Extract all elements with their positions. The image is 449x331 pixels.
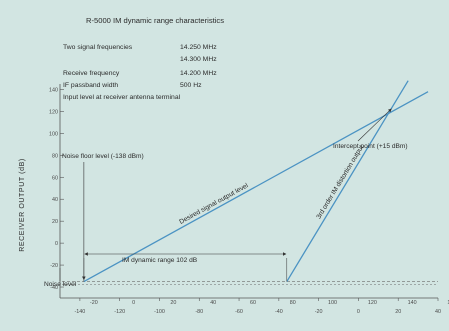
conditions-block: Two signal frequencies 14.250 MHz 14.300…: [63, 44, 217, 101]
x-tick-label-dbu: 20: [170, 300, 176, 306]
series-label-desired: Desired signal output level: [178, 182, 250, 226]
x-tick-label-dbm: -60: [235, 309, 243, 315]
noise-level-label: Noise level: [44, 281, 77, 288]
x-tick-label-dbu: 80: [290, 300, 296, 306]
info-label-two-signal: Two signal frequencies: [63, 44, 133, 51]
x-tick-label-dbm: 20: [395, 309, 401, 315]
info-value-freq-1: 14.250 MHz: [180, 44, 217, 51]
info-label-input: Input level at receiver antenna terminal: [63, 94, 181, 101]
y-tick-label: 140: [49, 87, 58, 93]
y-tick-label: 120: [49, 109, 58, 115]
x-tick-label-dbm: 40: [435, 309, 441, 315]
x-tick-label-dbu: 40: [210, 300, 216, 306]
intercept-label: Intercept point (+15 dBm): [333, 143, 408, 150]
x-tick-label-dbu: 140: [408, 300, 417, 306]
y-tick-label: -40: [50, 285, 58, 291]
info-label-receive: Receive frequency: [63, 70, 120, 77]
im3-distortion-line: [286, 80, 409, 282]
annotations: Noise floor level (-138 dBm) Intercept p…: [44, 108, 408, 288]
noise-level-lines: [62, 281, 438, 285]
x-tick-label-dbm: 0: [357, 309, 360, 315]
y-axis-label: RECEIVER OUTPUT (dB): [19, 158, 26, 252]
x-tick-label-dbm: -100: [154, 309, 165, 315]
intercept-arrow: [357, 108, 392, 142]
series-label-im3: 3rd order IM distortion output: [315, 144, 365, 220]
info-value-if: 500 Hz: [180, 82, 202, 89]
x-tick-label-dbu: -20: [90, 300, 98, 306]
info-label-if: IF passband width: [63, 82, 118, 89]
x-tick-label-dbu: 120: [368, 300, 377, 306]
y-ticks: 140 120 100 80 60 40 20 0 -20 -40: [49, 87, 64, 291]
y-tick-label: 60: [52, 175, 58, 181]
y-tick-label: -20: [50, 263, 58, 269]
x-tick-label-dbm: -40: [275, 309, 283, 315]
y-tick-label: 40: [52, 197, 58, 203]
im-dynamic-range-label: IM dynamic range 102 dB: [122, 257, 198, 264]
chart-title: R-5000 IM dynamic range characteristics: [86, 16, 224, 25]
x-tick-label-dbm: -120: [114, 309, 125, 315]
x-tick-label-dbm: -140: [74, 309, 85, 315]
y-tick-label: 0: [55, 241, 58, 247]
x-tick-label-dbu: 100: [328, 300, 337, 306]
noise-floor-label: Noise floor level (-138 dBm): [62, 153, 144, 160]
x-tick-label-dbu: 60: [250, 300, 256, 306]
y-tick-label: 20: [52, 219, 58, 225]
x-ticks: -140-120-100-80-60-40-2002040dBm)-200204…: [74, 298, 449, 315]
info-value-receive: 14.200 MHz: [180, 70, 217, 77]
info-value-freq-2: 14.300 MHz: [180, 56, 217, 63]
x-tick-label-dbm: -20: [315, 309, 323, 315]
x-tick-label-dbm: -80: [195, 309, 203, 315]
desired-signal-line: [83, 91, 429, 283]
x-tick-label-dbu: 0: [132, 300, 135, 306]
series-lines: [83, 80, 429, 283]
x-tick-label-dbu: 160: [447, 300, 449, 306]
y-tick-label: 80: [52, 153, 58, 159]
y-tick-label: 100: [49, 131, 58, 137]
